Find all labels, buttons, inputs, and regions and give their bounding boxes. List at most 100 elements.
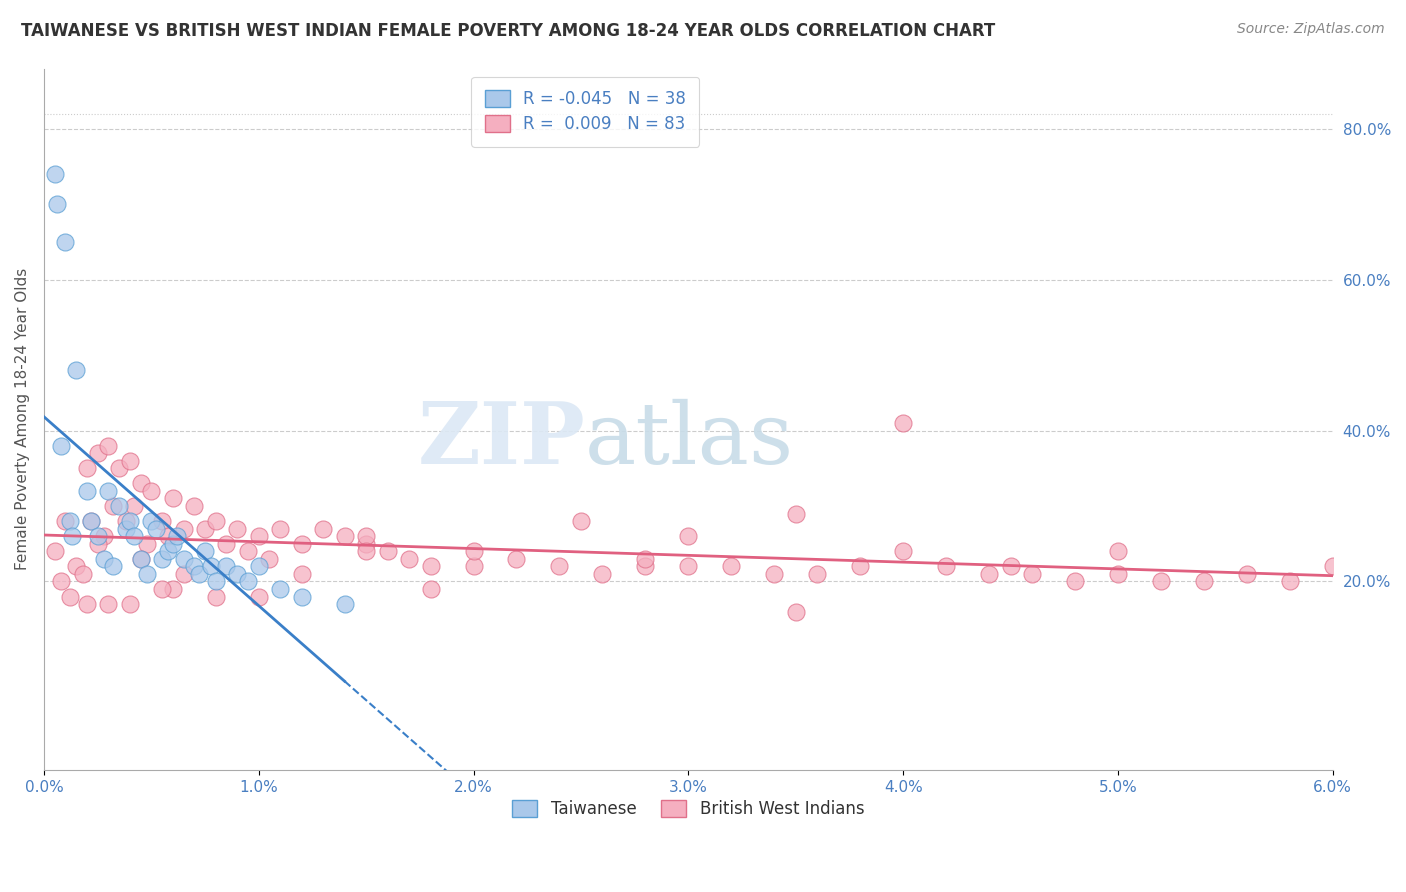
Point — [44, 167, 66, 181]
Point — [118, 597, 141, 611]
Point — [114, 514, 136, 528]
Point — [122, 529, 145, 543]
Point — [1150, 574, 1173, 589]
Point — [236, 544, 259, 558]
Point — [118, 514, 141, 528]
Point — [291, 537, 314, 551]
Point — [162, 491, 184, 506]
Point — [80, 514, 103, 528]
Point — [1236, 566, 1258, 581]
Point — [935, 559, 957, 574]
Point — [122, 499, 145, 513]
Point — [291, 590, 314, 604]
Point — [259, 551, 281, 566]
Point — [419, 582, 441, 596]
Point — [505, 551, 527, 566]
Point — [173, 566, 195, 581]
Point — [1278, 574, 1301, 589]
Point — [53, 514, 76, 528]
Point — [44, 544, 66, 558]
Point — [129, 476, 152, 491]
Text: atlas: atlas — [585, 399, 794, 482]
Point — [150, 582, 173, 596]
Point — [354, 529, 377, 543]
Point — [785, 605, 807, 619]
Point — [72, 566, 94, 581]
Legend: Taiwanese, British West Indians: Taiwanese, British West Indians — [506, 793, 872, 825]
Point — [97, 597, 120, 611]
Point — [59, 590, 82, 604]
Point — [204, 590, 226, 604]
Point — [136, 537, 159, 551]
Point — [312, 522, 335, 536]
Point — [785, 507, 807, 521]
Point — [86, 446, 108, 460]
Point — [101, 499, 124, 513]
Point — [173, 551, 195, 566]
Point — [114, 522, 136, 536]
Point — [204, 514, 226, 528]
Point — [76, 461, 98, 475]
Point — [162, 582, 184, 596]
Point — [1107, 566, 1129, 581]
Point — [86, 529, 108, 543]
Point — [720, 559, 742, 574]
Point — [291, 566, 314, 581]
Point — [1107, 544, 1129, 558]
Point — [60, 529, 83, 543]
Point — [76, 483, 98, 498]
Point — [354, 537, 377, 551]
Point — [141, 483, 163, 498]
Point — [548, 559, 571, 574]
Point — [86, 537, 108, 551]
Point — [136, 566, 159, 581]
Point — [101, 559, 124, 574]
Point — [157, 529, 180, 543]
Point — [333, 597, 356, 611]
Point — [150, 551, 173, 566]
Point — [215, 559, 238, 574]
Point — [333, 529, 356, 543]
Point — [634, 551, 657, 566]
Point — [977, 566, 1000, 581]
Point — [215, 537, 238, 551]
Point — [204, 574, 226, 589]
Point — [247, 559, 270, 574]
Point — [118, 454, 141, 468]
Point — [763, 566, 786, 581]
Point — [65, 559, 87, 574]
Point — [76, 597, 98, 611]
Point — [194, 544, 217, 558]
Text: Source: ZipAtlas.com: Source: ZipAtlas.com — [1237, 22, 1385, 37]
Point — [1322, 559, 1344, 574]
Point — [419, 559, 441, 574]
Point — [891, 416, 914, 430]
Point — [49, 574, 72, 589]
Point — [97, 439, 120, 453]
Text: ZIP: ZIP — [418, 399, 585, 483]
Point — [247, 529, 270, 543]
Point — [678, 559, 700, 574]
Point — [247, 590, 270, 604]
Point — [891, 544, 914, 558]
Point — [569, 514, 592, 528]
Point — [108, 499, 131, 513]
Point — [591, 566, 613, 581]
Point — [49, 439, 72, 453]
Point — [634, 559, 657, 574]
Point — [354, 544, 377, 558]
Point — [93, 529, 115, 543]
Point — [166, 529, 188, 543]
Point — [129, 551, 152, 566]
Point — [141, 514, 163, 528]
Point — [145, 522, 167, 536]
Point — [1064, 574, 1087, 589]
Point — [173, 522, 195, 536]
Point — [157, 544, 180, 558]
Point — [97, 483, 120, 498]
Point — [1192, 574, 1215, 589]
Point — [108, 461, 131, 475]
Y-axis label: Female Poverty Among 18-24 Year Olds: Female Poverty Among 18-24 Year Olds — [15, 268, 30, 570]
Point — [59, 514, 82, 528]
Point — [377, 544, 399, 558]
